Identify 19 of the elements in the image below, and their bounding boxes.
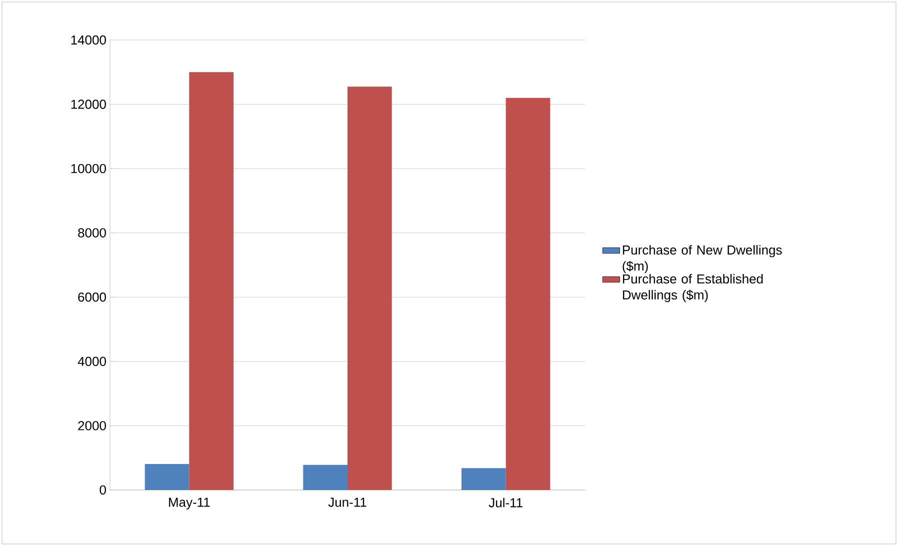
bar bbox=[348, 86, 392, 490]
bar bbox=[144, 464, 190, 490]
y-tick-label: 10000 bbox=[71, 164, 106, 174]
bar bbox=[506, 98, 550, 490]
y-tick-label: 2000 bbox=[78, 421, 106, 430]
y-tick-label: 12000 bbox=[71, 100, 106, 109]
bar bbox=[189, 72, 234, 490]
x-tick-label: Jun-11 bbox=[328, 498, 366, 507]
y-tick-label: 4000 bbox=[78, 356, 106, 366]
y-tick-label: 6000 bbox=[78, 292, 106, 302]
y-tick-label: 14000 bbox=[71, 35, 106, 45]
x-tick-label: Jul-11 bbox=[488, 498, 522, 508]
bar bbox=[462, 468, 506, 490]
legend-label: Purchase of Established Dwellings ($m) bbox=[622, 274, 763, 302]
y-tick-label: 8000 bbox=[78, 228, 106, 238]
legend-label: Purchase of New Dwellings ($m) bbox=[622, 245, 782, 274]
x-tick-label: May-11 bbox=[169, 498, 210, 510]
bar bbox=[303, 464, 348, 490]
y-tick-label: 0 bbox=[100, 485, 106, 495]
